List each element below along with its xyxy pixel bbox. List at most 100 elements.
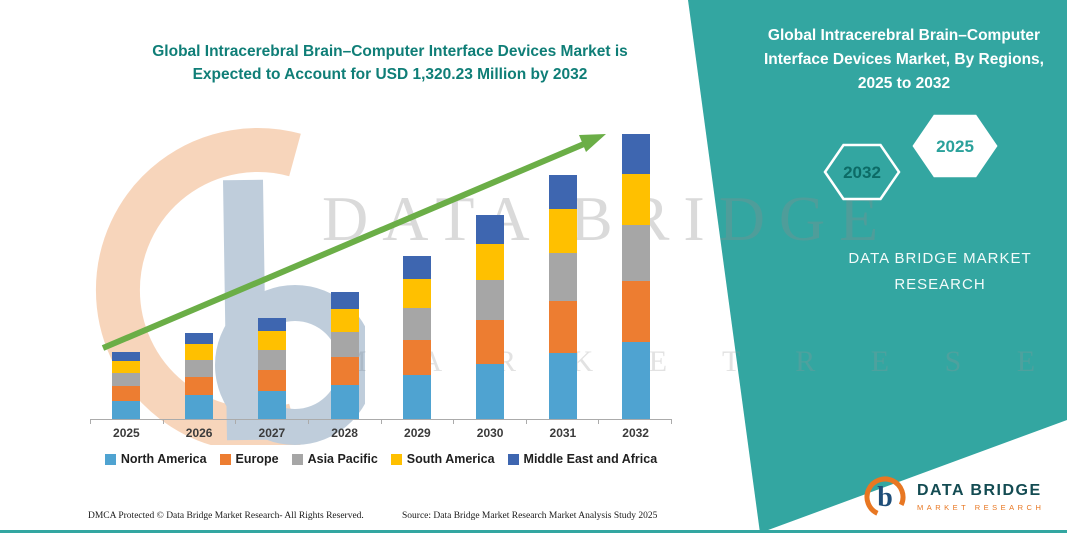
hexagon-2032-label: 2032 (843, 163, 881, 182)
x-axis-label: 2028 (331, 426, 358, 440)
x-axis-label: 2029 (404, 426, 431, 440)
axis-tick (671, 420, 672, 424)
axis-tick (453, 420, 455, 424)
bar-segment (257, 369, 286, 392)
axis-tick (598, 420, 600, 424)
x-axis-label: 2032 (622, 426, 649, 440)
legend-item: South America (390, 452, 495, 466)
svg-text:b: b (877, 482, 893, 513)
legend-swatch-icon (104, 453, 116, 465)
bar-segment (403, 339, 432, 375)
bar-segment (257, 349, 286, 370)
bar-segment (330, 291, 359, 310)
legend-swatch-icon (291, 453, 303, 465)
bar-segment (548, 353, 577, 419)
legend-swatch-icon (219, 453, 231, 465)
bar-column-2028 (308, 120, 381, 419)
bar-segment (403, 255, 432, 279)
bar-segment (548, 209, 577, 254)
xaxis-labels: 2025 2026 2027 2028 2029 2030 2031 2032 (90, 426, 672, 440)
legend-item: Europe (219, 452, 279, 466)
bar-segment (548, 253, 577, 301)
legend-item: Asia Pacific (291, 452, 378, 466)
bar-segment (476, 363, 505, 419)
axis-tick (162, 420, 164, 424)
panel-brand-text: DATA BRIDGE MARKET RESEARCH (800, 246, 1067, 297)
bar-segment (112, 373, 141, 387)
bar-segment (257, 317, 286, 332)
bars-row (90, 120, 672, 420)
legend: North America Europe Asia Pacific South Ame… (90, 452, 672, 466)
plot-area (90, 120, 672, 420)
bar-stack (621, 134, 650, 419)
bar-segment (112, 351, 141, 362)
bar-segment (621, 280, 650, 343)
axis-ticks (90, 420, 672, 425)
bar-segment (330, 309, 359, 333)
source-note: Source: Data Bridge Market Research Mark… (402, 511, 658, 521)
bar-segment (185, 395, 214, 419)
x-axis-label: 2025 (113, 426, 140, 440)
axis-tick (380, 420, 382, 424)
axis-tick (307, 420, 309, 424)
dmca-notice: DMCA Protected © Data Bridge Market Rese… (88, 511, 364, 521)
bar-stack (112, 351, 141, 419)
bar-segment (112, 400, 141, 419)
bar-segment (185, 332, 214, 345)
legend-label: Middle East and Africa (523, 452, 658, 466)
company-logo: b DATA BRIDGE MARKET RESEARCH (862, 474, 1044, 520)
panel-brand-line2: RESEARCH (894, 275, 986, 293)
legend-label: South America (406, 452, 495, 466)
bar-column-2032 (599, 120, 672, 419)
axis-tick (235, 420, 237, 424)
bar-segment (476, 215, 505, 244)
bar-segment (330, 357, 359, 385)
bar-segment (476, 320, 505, 364)
legend-swatch-icon (507, 453, 519, 465)
bar-stack (185, 332, 214, 419)
hexagon-2025-label: 2025 (936, 137, 974, 156)
bar-segment (476, 243, 505, 281)
chart-title-line2: Expected to Account for USD 1,320.23 Mil… (192, 66, 588, 84)
bar-segment (185, 344, 214, 360)
bar-column-2029 (381, 120, 454, 419)
bar-segment (257, 331, 286, 350)
hexagon-2025-icon (912, 114, 998, 178)
bar-segment (621, 134, 650, 174)
bar-segment (257, 391, 286, 419)
legend-item: North America (104, 452, 207, 466)
bar-stack (403, 255, 432, 419)
bar-segment (112, 386, 141, 401)
bar-segment (403, 308, 432, 340)
axis-tick (525, 420, 527, 424)
panel-brand-line1: DATA BRIDGE MARKET (848, 250, 1032, 267)
company-logo-icon: b (864, 476, 906, 518)
bar-stack (548, 175, 577, 419)
legend-label: Asia Pacific (307, 452, 378, 466)
bar-segment (548, 175, 577, 210)
x-axis-label: 2030 (476, 426, 504, 440)
bar-stack (257, 317, 286, 419)
legend-label: Europe (235, 452, 279, 466)
chart-title-line1: Global Intracerebral Brain–Computer Inte… (152, 43, 628, 60)
axis-tick (90, 420, 91, 424)
company-logo-subtitle: MARKET RESEARCH (917, 503, 1045, 512)
x-axis-label: 2031 (549, 426, 577, 440)
bar-segment (621, 342, 650, 419)
bar-column-2025 (90, 120, 163, 419)
company-logo-text: DATA BRIDGE MARKET RESEARCH (917, 482, 1044, 512)
x-axis-label: 2026 (185, 426, 213, 440)
bar-segment (112, 361, 141, 374)
bar-segment (330, 384, 359, 419)
bar-column-2031 (527, 120, 600, 419)
chart-title: Global Intracerebral Brain–Computer Inte… (70, 40, 710, 87)
bar-segment (403, 374, 432, 419)
bar-stack (476, 215, 505, 419)
bar-segment (548, 300, 577, 354)
bar-column-2027 (236, 120, 309, 419)
company-logo-title: DATA BRIDGE (917, 482, 1042, 499)
x-axis-label: 2027 (258, 426, 286, 440)
bar-stack (330, 291, 359, 419)
